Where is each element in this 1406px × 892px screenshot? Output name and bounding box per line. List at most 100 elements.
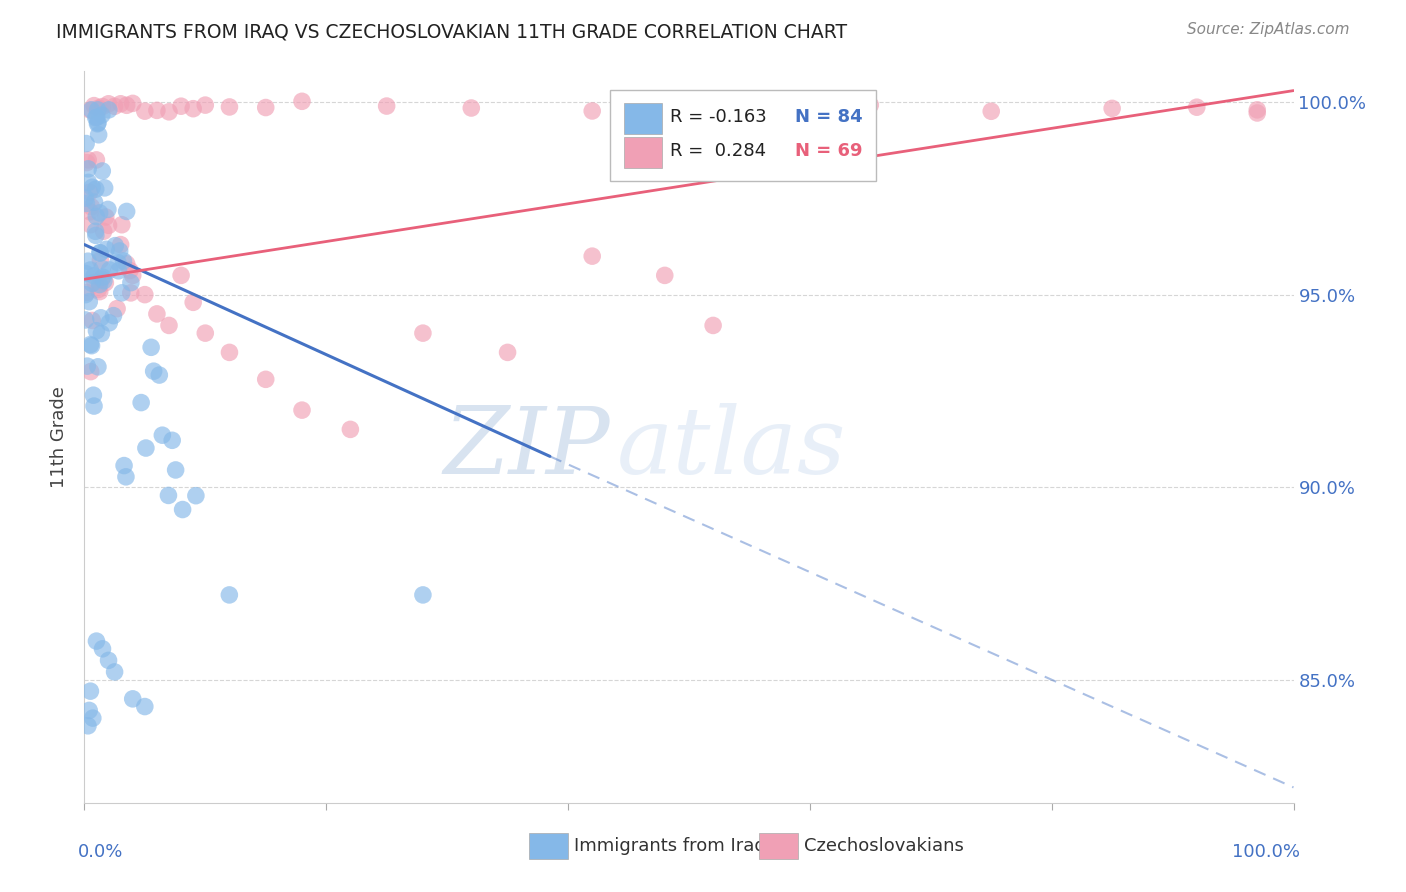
- Point: [97, 96, 120, 111]
- FancyBboxPatch shape: [759, 833, 797, 859]
- Point: [89, 277, 111, 292]
- Point: [83, 195, 105, 210]
- Point: [76, 359, 98, 373]
- Point: [96, 243, 118, 257]
- Point: [82, 313, 104, 327]
- Point: [87, 359, 110, 374]
- Text: Source: ZipAtlas.com: Source: ZipAtlas.com: [1187, 22, 1350, 37]
- Point: [134, 699, 156, 714]
- Text: 100.0%: 100.0%: [1232, 843, 1299, 861]
- Point: [80, 200, 103, 214]
- Point: [738, 97, 761, 112]
- Point: [94, 276, 117, 290]
- Point: [108, 244, 131, 258]
- Point: [160, 434, 183, 448]
- Point: [89, 253, 111, 268]
- Point: [112, 254, 135, 268]
- Point: [77, 294, 100, 309]
- Point: [90, 310, 112, 325]
- Point: [148, 368, 170, 382]
- Point: [93, 181, 115, 195]
- Point: [104, 238, 127, 252]
- Point: [115, 470, 138, 484]
- Point: [76, 285, 98, 300]
- Point: [412, 588, 434, 602]
- Point: [115, 98, 138, 112]
- Point: [120, 285, 142, 300]
- Point: [80, 365, 103, 379]
- Point: [84, 182, 107, 196]
- Point: [82, 180, 104, 194]
- Text: Czechoslovakians: Czechoslovakians: [804, 837, 963, 855]
- Point: [107, 264, 129, 278]
- Point: [496, 345, 519, 359]
- Point: [412, 326, 434, 340]
- Point: [75, 191, 97, 205]
- Point: [75, 267, 97, 281]
- Point: [77, 719, 100, 733]
- Point: [97, 219, 120, 233]
- Point: [84, 111, 107, 125]
- Text: R = -0.163: R = -0.163: [669, 108, 766, 126]
- Point: [139, 340, 162, 354]
- Point: [97, 103, 120, 117]
- Point: [97, 202, 120, 217]
- Point: [84, 224, 107, 238]
- Point: [91, 99, 114, 113]
- Point: [1101, 102, 1123, 116]
- Point: [87, 128, 110, 142]
- Point: [79, 103, 101, 117]
- Text: N = 84: N = 84: [796, 108, 863, 126]
- Point: [1246, 106, 1268, 120]
- Point: [82, 388, 104, 402]
- Point: [80, 103, 103, 117]
- Point: [375, 99, 398, 113]
- Point: [86, 324, 108, 338]
- FancyBboxPatch shape: [624, 103, 662, 134]
- Point: [157, 318, 180, 333]
- Point: [80, 339, 103, 353]
- Point: [181, 102, 204, 116]
- Point: [98, 316, 121, 330]
- Point: [93, 224, 115, 238]
- Point: [84, 210, 107, 224]
- Point: [218, 100, 240, 114]
- Text: 0.0%: 0.0%: [79, 843, 124, 861]
- Y-axis label: 11th Grade: 11th Grade: [51, 386, 69, 488]
- Point: [83, 98, 105, 112]
- Point: [142, 364, 165, 378]
- Point: [84, 275, 107, 289]
- Point: [91, 261, 114, 276]
- Point: [89, 285, 111, 299]
- Point: [83, 399, 105, 413]
- Point: [89, 246, 111, 260]
- Point: [135, 441, 157, 455]
- Point: [115, 257, 138, 271]
- Text: atlas: atlas: [616, 403, 846, 493]
- Point: [121, 96, 143, 111]
- Point: [98, 263, 121, 277]
- Point: [194, 98, 217, 112]
- Point: [218, 588, 240, 602]
- Point: [86, 634, 108, 648]
- Point: [75, 196, 97, 211]
- Point: [118, 263, 141, 277]
- Point: [89, 245, 111, 260]
- Point: [90, 272, 112, 286]
- Point: [150, 428, 173, 442]
- Point: [79, 337, 101, 351]
- Point: [146, 103, 169, 118]
- Point: [107, 255, 129, 269]
- Point: [84, 228, 107, 243]
- Point: [254, 101, 277, 115]
- Text: N = 69: N = 69: [796, 142, 863, 160]
- Point: [134, 104, 156, 119]
- Point: [90, 326, 112, 341]
- FancyBboxPatch shape: [610, 90, 876, 181]
- Point: [165, 463, 187, 477]
- Point: [79, 218, 101, 232]
- Point: [115, 204, 138, 219]
- Point: [181, 295, 204, 310]
- Point: [218, 345, 240, 359]
- Point: [110, 96, 132, 111]
